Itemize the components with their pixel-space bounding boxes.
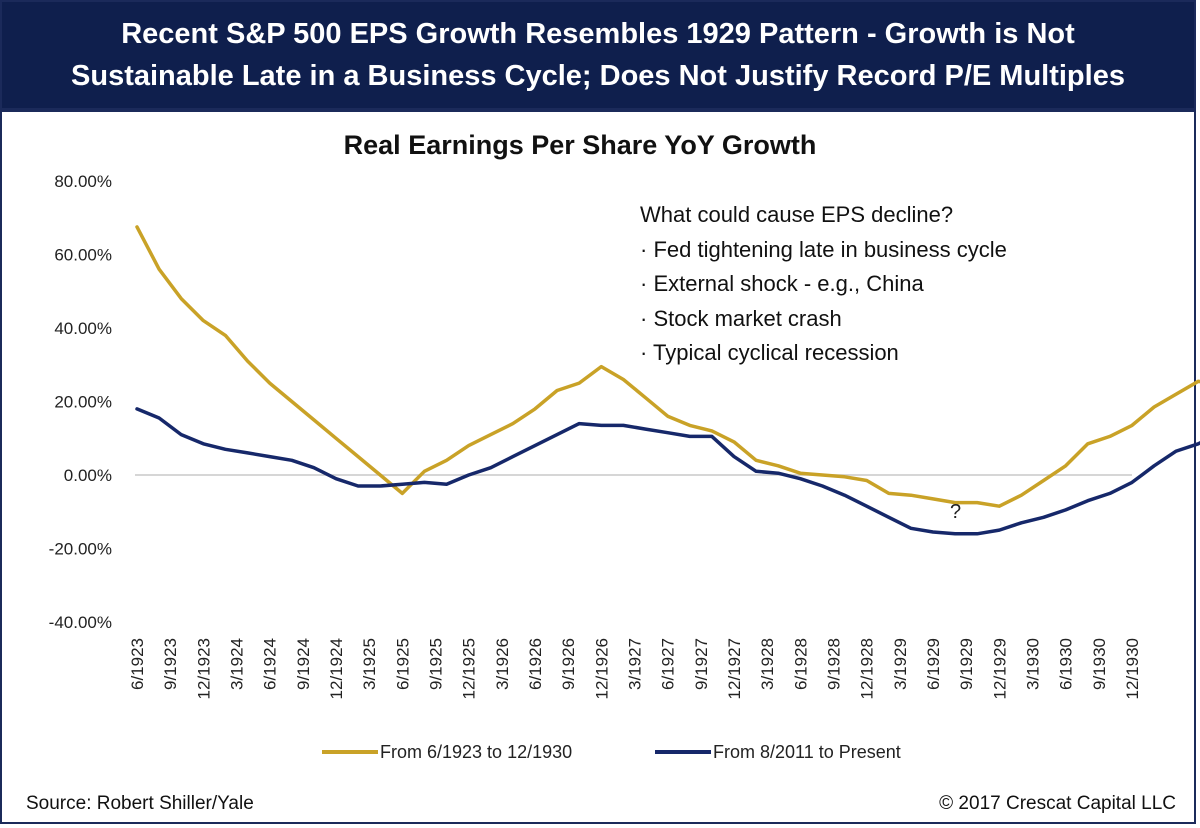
x-tick-label: 9/1930 xyxy=(1090,638,1109,690)
x-tick-label: 9/1925 xyxy=(427,638,446,690)
x-tick-label: 6/1927 xyxy=(659,638,678,690)
x-tick-label: 9/1929 xyxy=(957,638,976,690)
x-tick-label: 3/1926 xyxy=(493,638,512,690)
x-tick-label: 9/1927 xyxy=(692,638,711,690)
copyright-note: © 2017 Crescat Capital LLC xyxy=(939,793,1176,814)
x-tick-label: 6/1928 xyxy=(791,638,810,690)
header-banner: Recent S&P 500 EPS Growth Resembles 1929… xyxy=(2,2,1194,112)
x-tick-label: 3/1927 xyxy=(626,638,645,690)
series-line-1923-1930 xyxy=(135,225,1200,508)
projection-question-mark: ? xyxy=(950,501,961,523)
x-tick-label: 3/1929 xyxy=(891,638,910,690)
x-tick-label: 9/1926 xyxy=(559,638,578,690)
x-tick-label: 9/1923 xyxy=(161,638,180,690)
y-tick-label: 0.00% xyxy=(64,466,112,485)
chart-title: Real Earnings Per Share YoY Growth xyxy=(343,130,817,160)
x-tick-label: 9/1928 xyxy=(825,638,844,690)
annotation-item: Typical cyclical recession xyxy=(640,336,1007,371)
annotation-item: Fed tightening late in business cycle xyxy=(640,233,1006,268)
source-note: Source: Robert Shiller/Yale xyxy=(26,793,254,814)
banner-divider xyxy=(2,108,1194,112)
x-tick-label: 6/1930 xyxy=(1057,638,1076,690)
x-tick-label: 6/1929 xyxy=(924,638,943,690)
x-tick-label: 6/1924 xyxy=(261,638,280,690)
y-tick-label: 20.00% xyxy=(54,393,112,412)
x-tick-label: 3/1925 xyxy=(360,638,379,690)
x-tick-label: 12/1923 xyxy=(194,638,213,699)
x-tick-label: 6/1923 xyxy=(128,638,147,690)
banner-title-line-2: Sustainable Late in a Business Cycle; Do… xyxy=(71,60,1125,92)
y-tick-label: -20.00% xyxy=(49,540,112,559)
x-tick-label: 3/1924 xyxy=(228,638,247,690)
x-tick-label: 12/1926 xyxy=(592,638,611,699)
legend-label-2011: From 8/2011 to Present xyxy=(713,742,901,762)
x-tick-label: 9/1924 xyxy=(294,638,313,690)
x-tick-label: 3/1928 xyxy=(758,638,777,690)
x-tick-label: 6/1925 xyxy=(393,638,412,690)
annotation-item: External shock - e.g., China xyxy=(640,267,1007,302)
x-tick-label: 6/1926 xyxy=(526,638,545,690)
x-tick-label: 12/1925 xyxy=(460,638,479,699)
eps-decline-annotation: What could cause EPS decline? Fed tighte… xyxy=(640,198,1007,371)
x-tick-label: 12/1928 xyxy=(858,638,877,699)
annotation-heading: What could cause EPS decline? xyxy=(640,202,954,227)
x-tick-label: 12/1929 xyxy=(990,638,1009,699)
y-tick-label: 80.00% xyxy=(54,172,112,191)
x-tick-label: 12/1924 xyxy=(327,638,346,699)
annotation-item: Stock market crash xyxy=(640,302,1007,337)
banner-title-line-1: Recent S&P 500 EPS Growth Resembles 1929… xyxy=(121,18,1075,50)
x-tick-label: 3/1930 xyxy=(1024,638,1043,690)
x-tick-label: 12/1930 xyxy=(1123,638,1142,699)
y-tick-label: 60.00% xyxy=(54,246,112,265)
series-line-2011-present xyxy=(135,407,1200,536)
x-tick-label: 12/1927 xyxy=(725,638,744,699)
y-tick-label: 40.00% xyxy=(54,319,112,338)
legend-label-1923: From 6/1923 to 12/1930 xyxy=(380,742,572,762)
y-tick-label: -40.00% xyxy=(49,613,112,632)
